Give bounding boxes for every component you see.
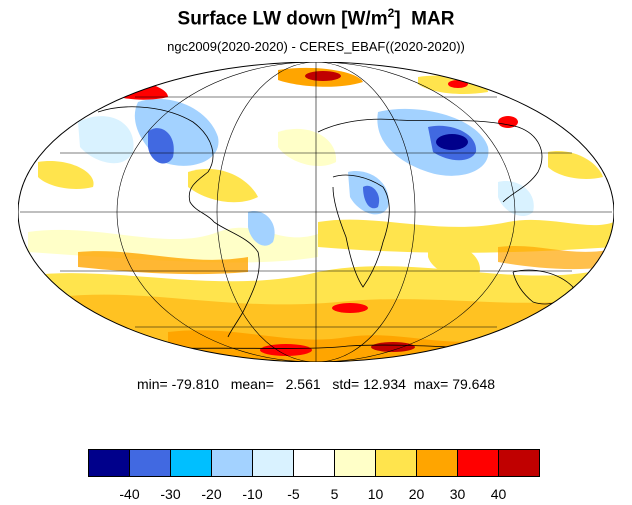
colorbar xyxy=(88,449,540,477)
difference-map xyxy=(18,62,614,362)
colorbar-tick-label: 5 xyxy=(330,486,339,502)
colorbar-tick-label: 20 xyxy=(408,486,425,502)
colorbar-box xyxy=(457,449,499,477)
colorbar-box xyxy=(416,449,458,477)
colorbar-tick-label: -40 xyxy=(119,486,140,502)
map-subtitle: ngc2009(2020-2020) - CERES_EBAF((2020-20… xyxy=(167,39,465,54)
colorbar-box xyxy=(129,449,171,477)
colorbar-box xyxy=(293,449,335,477)
colorbar-box xyxy=(375,449,417,477)
map-title: Surface LW down [W/m2] MAR xyxy=(177,6,455,30)
colorbar-tick-label: -5 xyxy=(287,486,300,502)
colorbar-box xyxy=(170,449,212,477)
statistics-line: min= -79.810 mean= 2.561 std= 12.934 max… xyxy=(136,376,496,392)
colorbar-tick-label: -20 xyxy=(201,486,222,502)
colorbar-box xyxy=(252,449,294,477)
colorbar-tick-label: 40 xyxy=(490,486,507,502)
colorbar-box xyxy=(211,449,253,477)
colorbar-box xyxy=(334,449,376,477)
colorbar-box xyxy=(88,449,130,477)
colorbar-tick-label: 30 xyxy=(449,486,466,502)
graticule xyxy=(18,62,614,362)
colorbar-tick-label: -10 xyxy=(242,486,263,502)
colorbar-tick-label: -30 xyxy=(160,486,181,502)
colorbar-tick-label: 10 xyxy=(367,486,384,502)
colorbar-box xyxy=(498,449,540,477)
